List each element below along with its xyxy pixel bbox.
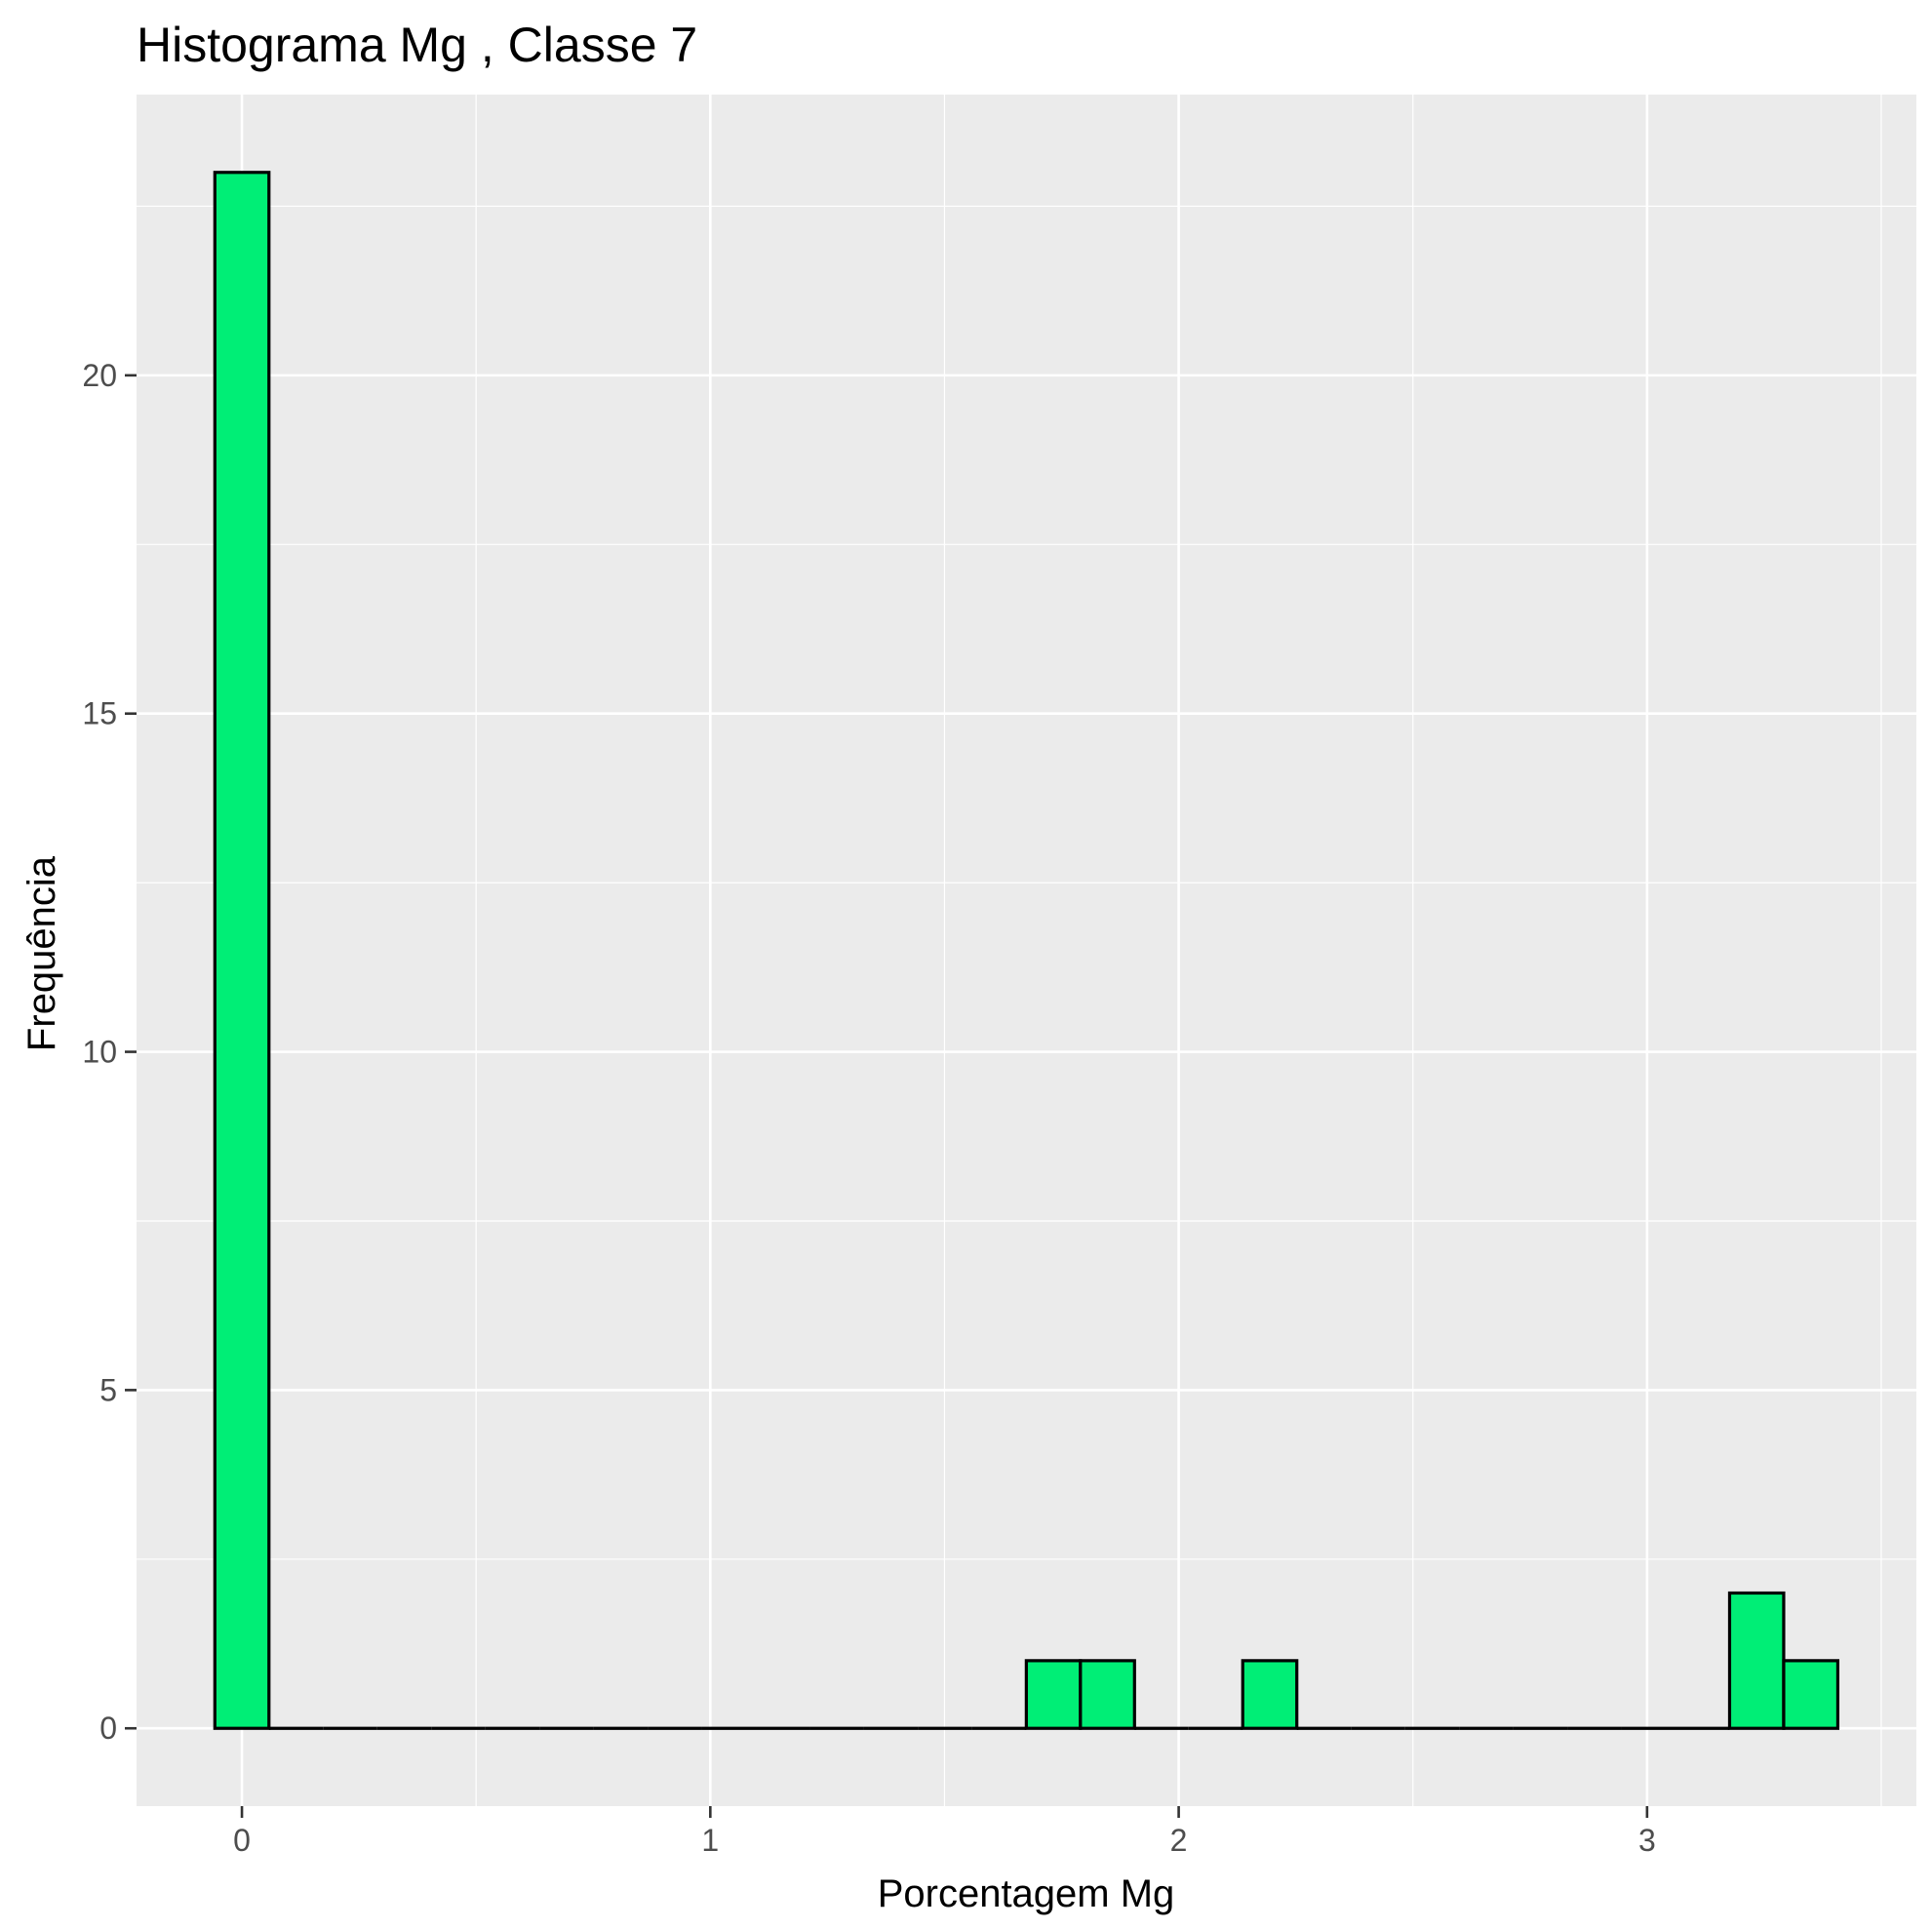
histogram-bar (1782, 1659, 1840, 1730)
x-axis-title: Porcentagem Mg (878, 1872, 1175, 1915)
y-axis-title: Frequência (20, 855, 63, 1051)
y-tick-label: 20 (82, 358, 117, 393)
minor-gridlines (137, 95, 1916, 1806)
x-tick-label: 0 (233, 1823, 251, 1858)
x-tick-label: 1 (701, 1823, 719, 1858)
x-tick-label: 2 (1170, 1823, 1188, 1858)
x-axis: 0 1 2 3 (233, 1806, 1656, 1858)
histogram-bars (213, 171, 1840, 1730)
histogram-bar (1241, 1659, 1299, 1730)
histogram-bar (213, 171, 271, 1730)
histogram-bar (1079, 1659, 1136, 1730)
chart-title: Histograma Mg , Classe 7 (137, 18, 697, 72)
y-tick-label: 10 (82, 1035, 117, 1070)
plot-panel (137, 95, 1916, 1806)
y-tick-label: 15 (82, 696, 117, 731)
y-tick-label: 5 (99, 1372, 117, 1407)
x-tick-label: 3 (1638, 1823, 1656, 1858)
y-tick-label: 0 (99, 1711, 117, 1746)
y-axis: 0 5 10 15 20 (82, 358, 137, 1746)
histogram-bar (1024, 1659, 1083, 1730)
histogram-bar (1727, 1591, 1786, 1730)
